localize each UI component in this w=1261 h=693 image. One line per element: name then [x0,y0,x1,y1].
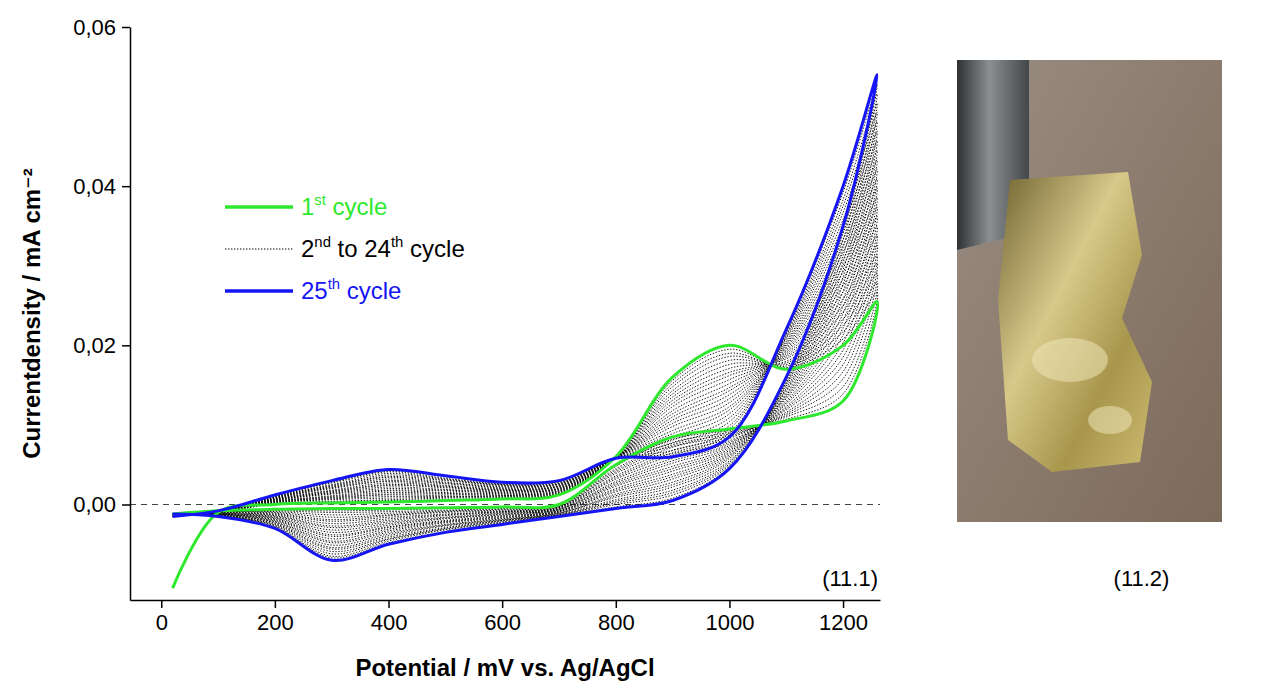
y-tick: 0,06 [73,15,130,40]
x-tick-label: 1000 [705,610,754,635]
legend-label: 1st cycle [301,192,387,220]
series-line [173,282,878,516]
x-tick: 0 [156,600,168,635]
x-tick: 600 [484,600,521,635]
legend-label: 25th cycle [301,276,401,304]
y-axis-line [130,28,132,601]
series-line [173,255,878,520]
legend-swatch [225,289,293,293]
x-tick: 1200 [819,600,868,635]
x-tick: 200 [257,600,294,635]
series-line [173,103,878,554]
x-tick-mark [161,600,163,608]
photo-highlight [1032,338,1108,382]
series-line [173,112,878,552]
x-tick: 400 [371,600,408,635]
y-tick: 0,00 [73,492,130,517]
y-axis-title: Currentdensity / mA cm⁻² [18,168,45,459]
series-line [173,302,878,589]
x-tick-mark [502,600,504,608]
x-tick: 800 [598,600,635,635]
series-line [173,94,878,557]
y-tick-mark [122,345,130,347]
y-axis: 0,00 0,02 0,04 0,06 [73,15,130,601]
photo [957,60,1222,522]
y-tick: 0,02 [73,333,130,358]
y-tick-mark [122,27,130,29]
legend-swatch [225,205,293,209]
x-tick-label: 400 [371,610,408,635]
y-tick-label: 0,06 [73,15,116,40]
x-axis-title: Potential / mV vs. Ag/AgCl [355,654,654,681]
x-tick-label: 1200 [819,610,868,635]
x-tick-label: 0 [156,610,168,635]
y-tick-mark [122,504,130,506]
series-line [173,245,878,521]
x-tick-label: 800 [598,610,635,635]
x-tick-mark [388,600,390,608]
x-tick-mark [616,600,618,608]
series-line [173,84,878,558]
series-line [173,263,878,517]
x-tick-label: 600 [484,610,521,635]
x-tick-mark [729,600,731,608]
figure: 0 200 400 600 800 1000 1200 0,00 0,02 0,04 0,06 Pot… [0,0,1261,693]
series-line [173,75,878,561]
photo-highlight [1088,406,1132,434]
x-tick-mark [275,600,277,608]
legend-label: 2nd to 24th cycle [301,234,465,262]
y-tick-label: 0,02 [73,333,116,358]
x-tick-mark [843,600,845,608]
x-axis-line [131,600,881,602]
x-axis: 0 200 400 600 800 1000 1200 [131,600,881,635]
y-tick-label: 0,00 [73,492,116,517]
photo-foil [998,172,1152,472]
legend: 1st cycle 2nd to 24th cycle 25th cycle [225,192,465,304]
annotation: (11.1) [822,566,878,591]
y-tick-mark [122,186,130,188]
series-line [173,235,878,523]
x-tick-label: 200 [257,610,294,635]
series-line [173,226,878,526]
legend-swatch [225,249,293,250]
x-tick: 1000 [705,600,754,635]
y-tick-label: 0,04 [73,174,116,199]
photo-label: (11.2) [1114,566,1170,591]
photo-background [957,60,1222,522]
series-line [173,273,878,517]
y-tick: 0,04 [73,174,130,199]
plot-area [130,75,880,588]
series-line [173,216,878,527]
